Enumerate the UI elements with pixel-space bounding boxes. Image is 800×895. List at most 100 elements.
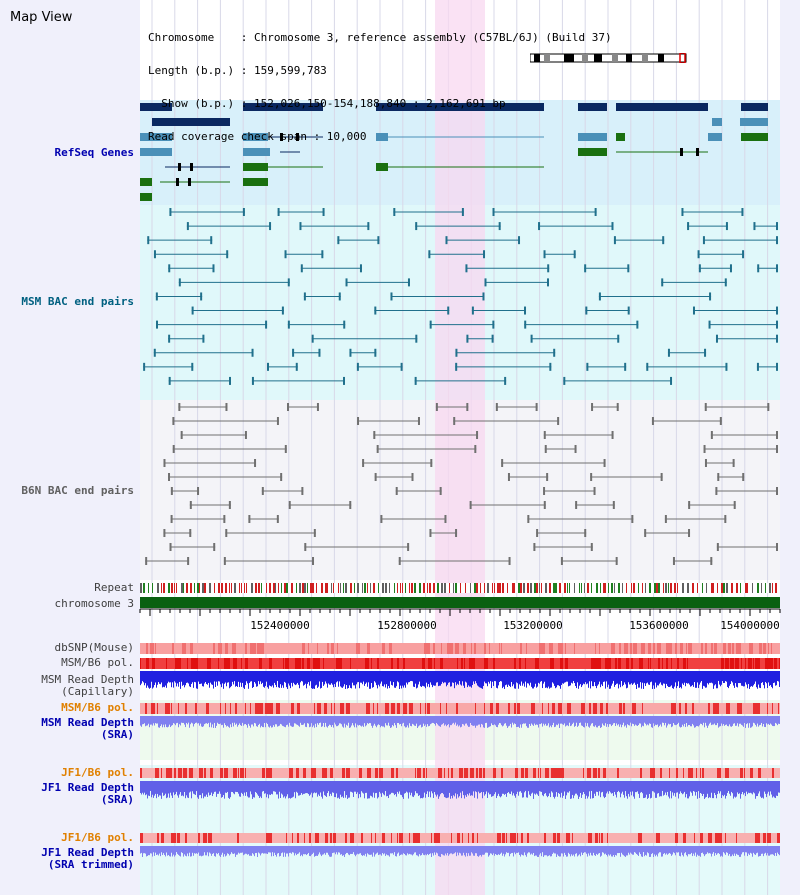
jf1-depth-sra-bar bbox=[490, 781, 491, 795]
msm-bac-pair-end bbox=[349, 348, 352, 357]
repeat-mark bbox=[148, 583, 149, 593]
jf1-depth-sra-bar bbox=[498, 781, 499, 794]
msm-depth-sra-bar bbox=[309, 716, 310, 728]
msm-depth-cap-bar bbox=[748, 671, 749, 684]
jf1-depth-trim-bar bbox=[396, 846, 397, 857]
msm-depth-cap-bar bbox=[453, 671, 454, 683]
jf1-depth-sra-bar bbox=[643, 781, 644, 799]
jf1-depth-trim-bar bbox=[307, 846, 308, 855]
msm-depth-cap-bar bbox=[492, 671, 493, 682]
jf1-depth-sra-bar bbox=[406, 781, 407, 792]
msm-depth-cap-bar bbox=[311, 671, 312, 689]
jf1-depth-sra-bar bbox=[272, 781, 273, 795]
chromosome-ideogram[interactable] bbox=[530, 53, 688, 63]
msm-depth-sra-bar bbox=[773, 716, 774, 727]
jf1-depth-trim-bar bbox=[684, 846, 685, 854]
msm-depth-cap-bar bbox=[542, 671, 543, 689]
jf1-depth-trim-bar bbox=[488, 846, 489, 857]
msm-depth-sra-bar bbox=[149, 716, 150, 728]
track-label-jf1-depth-sra: JF1 Read Depth bbox=[41, 781, 134, 794]
msm-depth-cap-bar bbox=[700, 671, 701, 683]
dbsnp-strip-mark bbox=[259, 643, 263, 654]
repeat-mark bbox=[539, 583, 540, 593]
msm-depth-cap-bar bbox=[506, 671, 507, 685]
jf1-depth-trim-bar bbox=[324, 846, 325, 854]
jf1-depth-trim-bar bbox=[278, 846, 279, 853]
msm-bac-pair-end bbox=[269, 222, 272, 231]
msm-depth-cap-bar bbox=[332, 671, 333, 685]
msm-bac-pair-end bbox=[698, 264, 701, 273]
dbsnp-strip-mark bbox=[549, 643, 552, 654]
jf1-depth-trim-bar bbox=[571, 846, 572, 855]
msm-depth-cap-bar bbox=[773, 671, 774, 684]
msm-depth-cap-bar bbox=[673, 671, 674, 689]
jf1-depth-sra-bar bbox=[246, 781, 247, 793]
jf1-depth-sra-bar bbox=[487, 781, 488, 798]
msm-bac-pair-end bbox=[670, 376, 673, 385]
jf1-depth-sra-bar bbox=[574, 781, 575, 796]
jf1-depth-sra-bar bbox=[269, 781, 270, 795]
msm-depth-sra-bar bbox=[245, 716, 246, 725]
msm-depth-sra-bar bbox=[273, 716, 274, 726]
msm-depth-cap-bar bbox=[624, 671, 625, 683]
jf1-depth-trim-bar bbox=[245, 846, 246, 854]
jf1-depth-sra-bar bbox=[712, 781, 713, 799]
jf1-depth-sra-bar bbox=[536, 781, 537, 794]
msm-depth-cap-bar bbox=[614, 671, 615, 687]
msm-depth-cap-bar bbox=[635, 671, 636, 685]
jf1-depth-sra-bar bbox=[213, 781, 214, 794]
jf1-depth-sra-bar bbox=[368, 781, 369, 799]
msm-depth-cap-bar bbox=[530, 671, 531, 683]
msm-depth-cap-bar bbox=[502, 671, 503, 689]
msm-depth-sra-bar bbox=[514, 716, 515, 724]
msm-depth-sra-bar bbox=[762, 716, 763, 727]
msm-depth-cap-bar bbox=[411, 671, 412, 681]
jf1-depth-trim-bar bbox=[292, 846, 293, 853]
msm-depth-sra-bar bbox=[583, 716, 584, 728]
repeat-mark bbox=[354, 583, 355, 593]
msm-b6-pol-strip-mark bbox=[187, 658, 188, 669]
msm-depth-sra-bar bbox=[765, 716, 766, 728]
jf1-depth-trim-bar bbox=[681, 846, 682, 853]
msm-depth-cap-bar bbox=[388, 671, 389, 686]
jf1-depth-trim-bar bbox=[262, 846, 263, 853]
repeat-mark bbox=[181, 583, 183, 593]
msm-depth-cap-bar bbox=[275, 671, 276, 685]
msm-bac-pair-end bbox=[393, 208, 396, 216]
jf1-depth-sra-bar bbox=[190, 781, 191, 792]
jf1-depth-sra-bar bbox=[475, 781, 476, 792]
msm-depth-cap-bar bbox=[216, 671, 217, 682]
msm-depth-cap-bar bbox=[163, 671, 164, 687]
jf1-depth-trim-bar bbox=[728, 846, 729, 856]
msm-depth-cap-bar bbox=[545, 671, 546, 688]
jf1-depth-sra-bar bbox=[298, 781, 299, 796]
msm-depth-cap-bar bbox=[742, 671, 743, 686]
msm-bac-pair-end bbox=[400, 362, 403, 371]
jf1-depth-sra-bar bbox=[663, 781, 664, 796]
jf1-depth-sra-bar bbox=[305, 781, 306, 794]
dbsnp-strip-mark bbox=[526, 643, 527, 654]
jf1-depth-trim-bar bbox=[253, 846, 254, 855]
jf1-depth-trim-bar bbox=[334, 846, 335, 853]
repeat-mark bbox=[437, 583, 439, 593]
msm-depth-cap-bar bbox=[247, 671, 248, 684]
b6n-bac-pair-end bbox=[163, 459, 166, 467]
msm-bac-pair-end bbox=[702, 236, 705, 245]
jf1-b6-pol-2-strip-mark bbox=[304, 833, 305, 843]
b6n-bac-pair-end bbox=[316, 403, 319, 411]
jf1-depth-sra-bar bbox=[326, 781, 327, 797]
refseq-exon bbox=[680, 148, 683, 156]
jf1-depth-trim-bar bbox=[477, 846, 478, 857]
jf1-depth-trim-bar bbox=[773, 846, 774, 855]
jf1-b6-pol-2-strip-mark bbox=[497, 833, 501, 843]
msm-b6-pol-sra-strip-mark bbox=[542, 703, 543, 714]
jf1-depth-trim-bar bbox=[546, 846, 547, 856]
repeat-mark bbox=[658, 583, 660, 593]
msm-depth-sra-bar bbox=[302, 716, 303, 725]
jf1-b6-pol-strip-mark bbox=[555, 768, 559, 778]
msm-depth-sra-bar bbox=[140, 716, 141, 726]
jf1-depth-sra-bar bbox=[599, 781, 600, 792]
jf1-depth-sra-bar bbox=[279, 781, 280, 792]
jf1-depth-trim-bar bbox=[664, 846, 665, 854]
